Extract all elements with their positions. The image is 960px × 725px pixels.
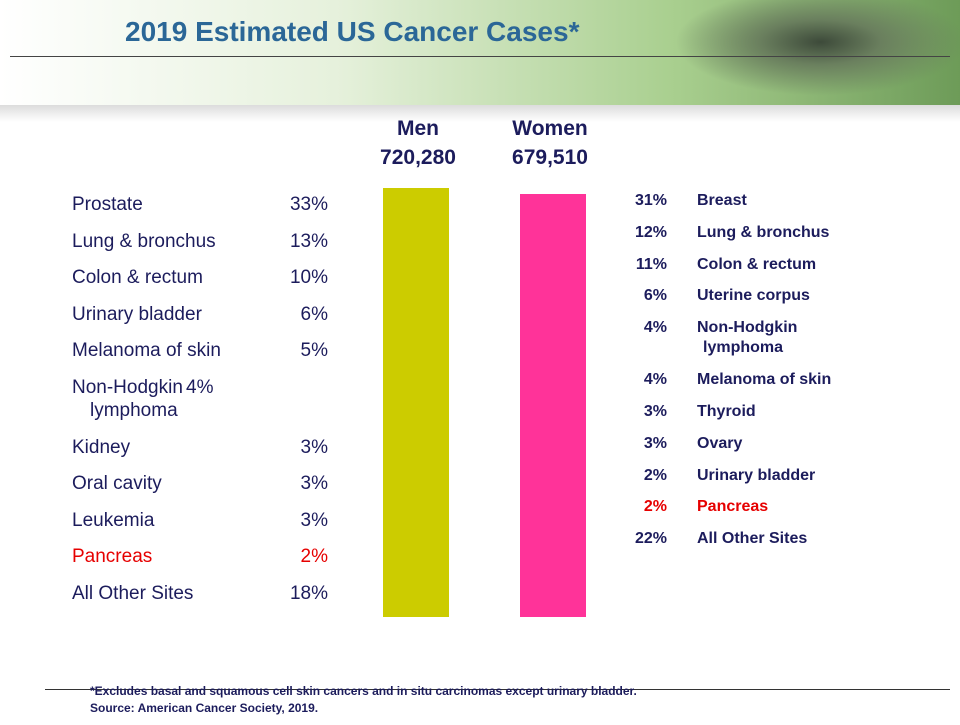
percent: 2%	[643, 498, 667, 516]
footnote: *Excludes basal and squamous cell skin c…	[90, 684, 637, 698]
percent: 2%	[300, 546, 328, 567]
percent: 3%	[300, 436, 328, 458]
men-label: Men	[397, 117, 439, 140]
percent: 13%	[289, 230, 328, 252]
site-label: Lung & bronchus	[72, 230, 216, 252]
percent: 11%	[635, 255, 667, 273]
percent: 10%	[289, 267, 328, 288]
percent: 5%	[300, 340, 328, 361]
men-total: 720,280	[380, 146, 456, 169]
site-label: lymphoma	[90, 399, 178, 421]
women-bar	[520, 194, 586, 617]
site-label: Colon & rectum	[72, 267, 203, 288]
header-image	[650, 0, 960, 105]
site-label: Urinary bladder	[697, 466, 816, 484]
percent: 3%	[643, 403, 667, 420]
percent: 22%	[634, 530, 667, 548]
site-label: Leukemia	[72, 509, 155, 531]
site-label: Melanoma of skin	[72, 340, 221, 361]
percent: 3%	[643, 434, 667, 452]
men-bar	[383, 188, 449, 617]
site-label: Colon & rectum	[697, 255, 817, 273]
site-label: Thyroid	[697, 403, 756, 420]
site-label: Prostate	[72, 194, 143, 215]
site-label: Pancreas	[697, 498, 769, 516]
site-label: All Other Sites	[72, 582, 194, 604]
site-label: Non-Hodgkin	[72, 376, 183, 398]
percent: 3%	[300, 509, 328, 531]
percent: 3%	[300, 473, 328, 494]
percent: 6%	[643, 287, 667, 305]
footnote-rule	[45, 689, 950, 690]
header-strip	[0, 105, 960, 122]
percent: 31%	[634, 192, 667, 209]
site-label: Lung & bronchus	[697, 223, 830, 241]
site-label: Melanoma of skin	[697, 371, 832, 389]
source: Source: American Cancer Society, 2019.	[90, 701, 319, 715]
women-total: 679,510	[512, 146, 588, 169]
title-rule	[10, 56, 950, 57]
site-label: Pancreas	[72, 546, 153, 567]
percent: 4%	[643, 371, 667, 389]
site-label: All Other Sites	[697, 530, 808, 548]
percent: 18%	[289, 582, 328, 604]
percent: 2%	[643, 466, 667, 484]
percent: 4%	[643, 319, 667, 337]
percent: 12%	[634, 223, 667, 241]
site-label: Ovary	[697, 434, 743, 452]
percent: 4%	[186, 376, 214, 398]
site-label: lymphoma	[703, 339, 784, 357]
site-label: Urinary bladder	[72, 303, 202, 325]
site-label: Kidney	[72, 436, 131, 458]
title: 2019 Estimated US Cancer Cases*	[125, 16, 580, 47]
site-label: Uterine corpus	[697, 287, 810, 305]
percent: 33%	[289, 194, 328, 215]
site-label: Non-Hodgkin	[697, 319, 798, 337]
site-label: Breast	[697, 192, 747, 209]
women-label: Women	[512, 117, 588, 140]
percent: 6%	[300, 303, 328, 325]
site-label: Oral cavity	[72, 473, 162, 494]
